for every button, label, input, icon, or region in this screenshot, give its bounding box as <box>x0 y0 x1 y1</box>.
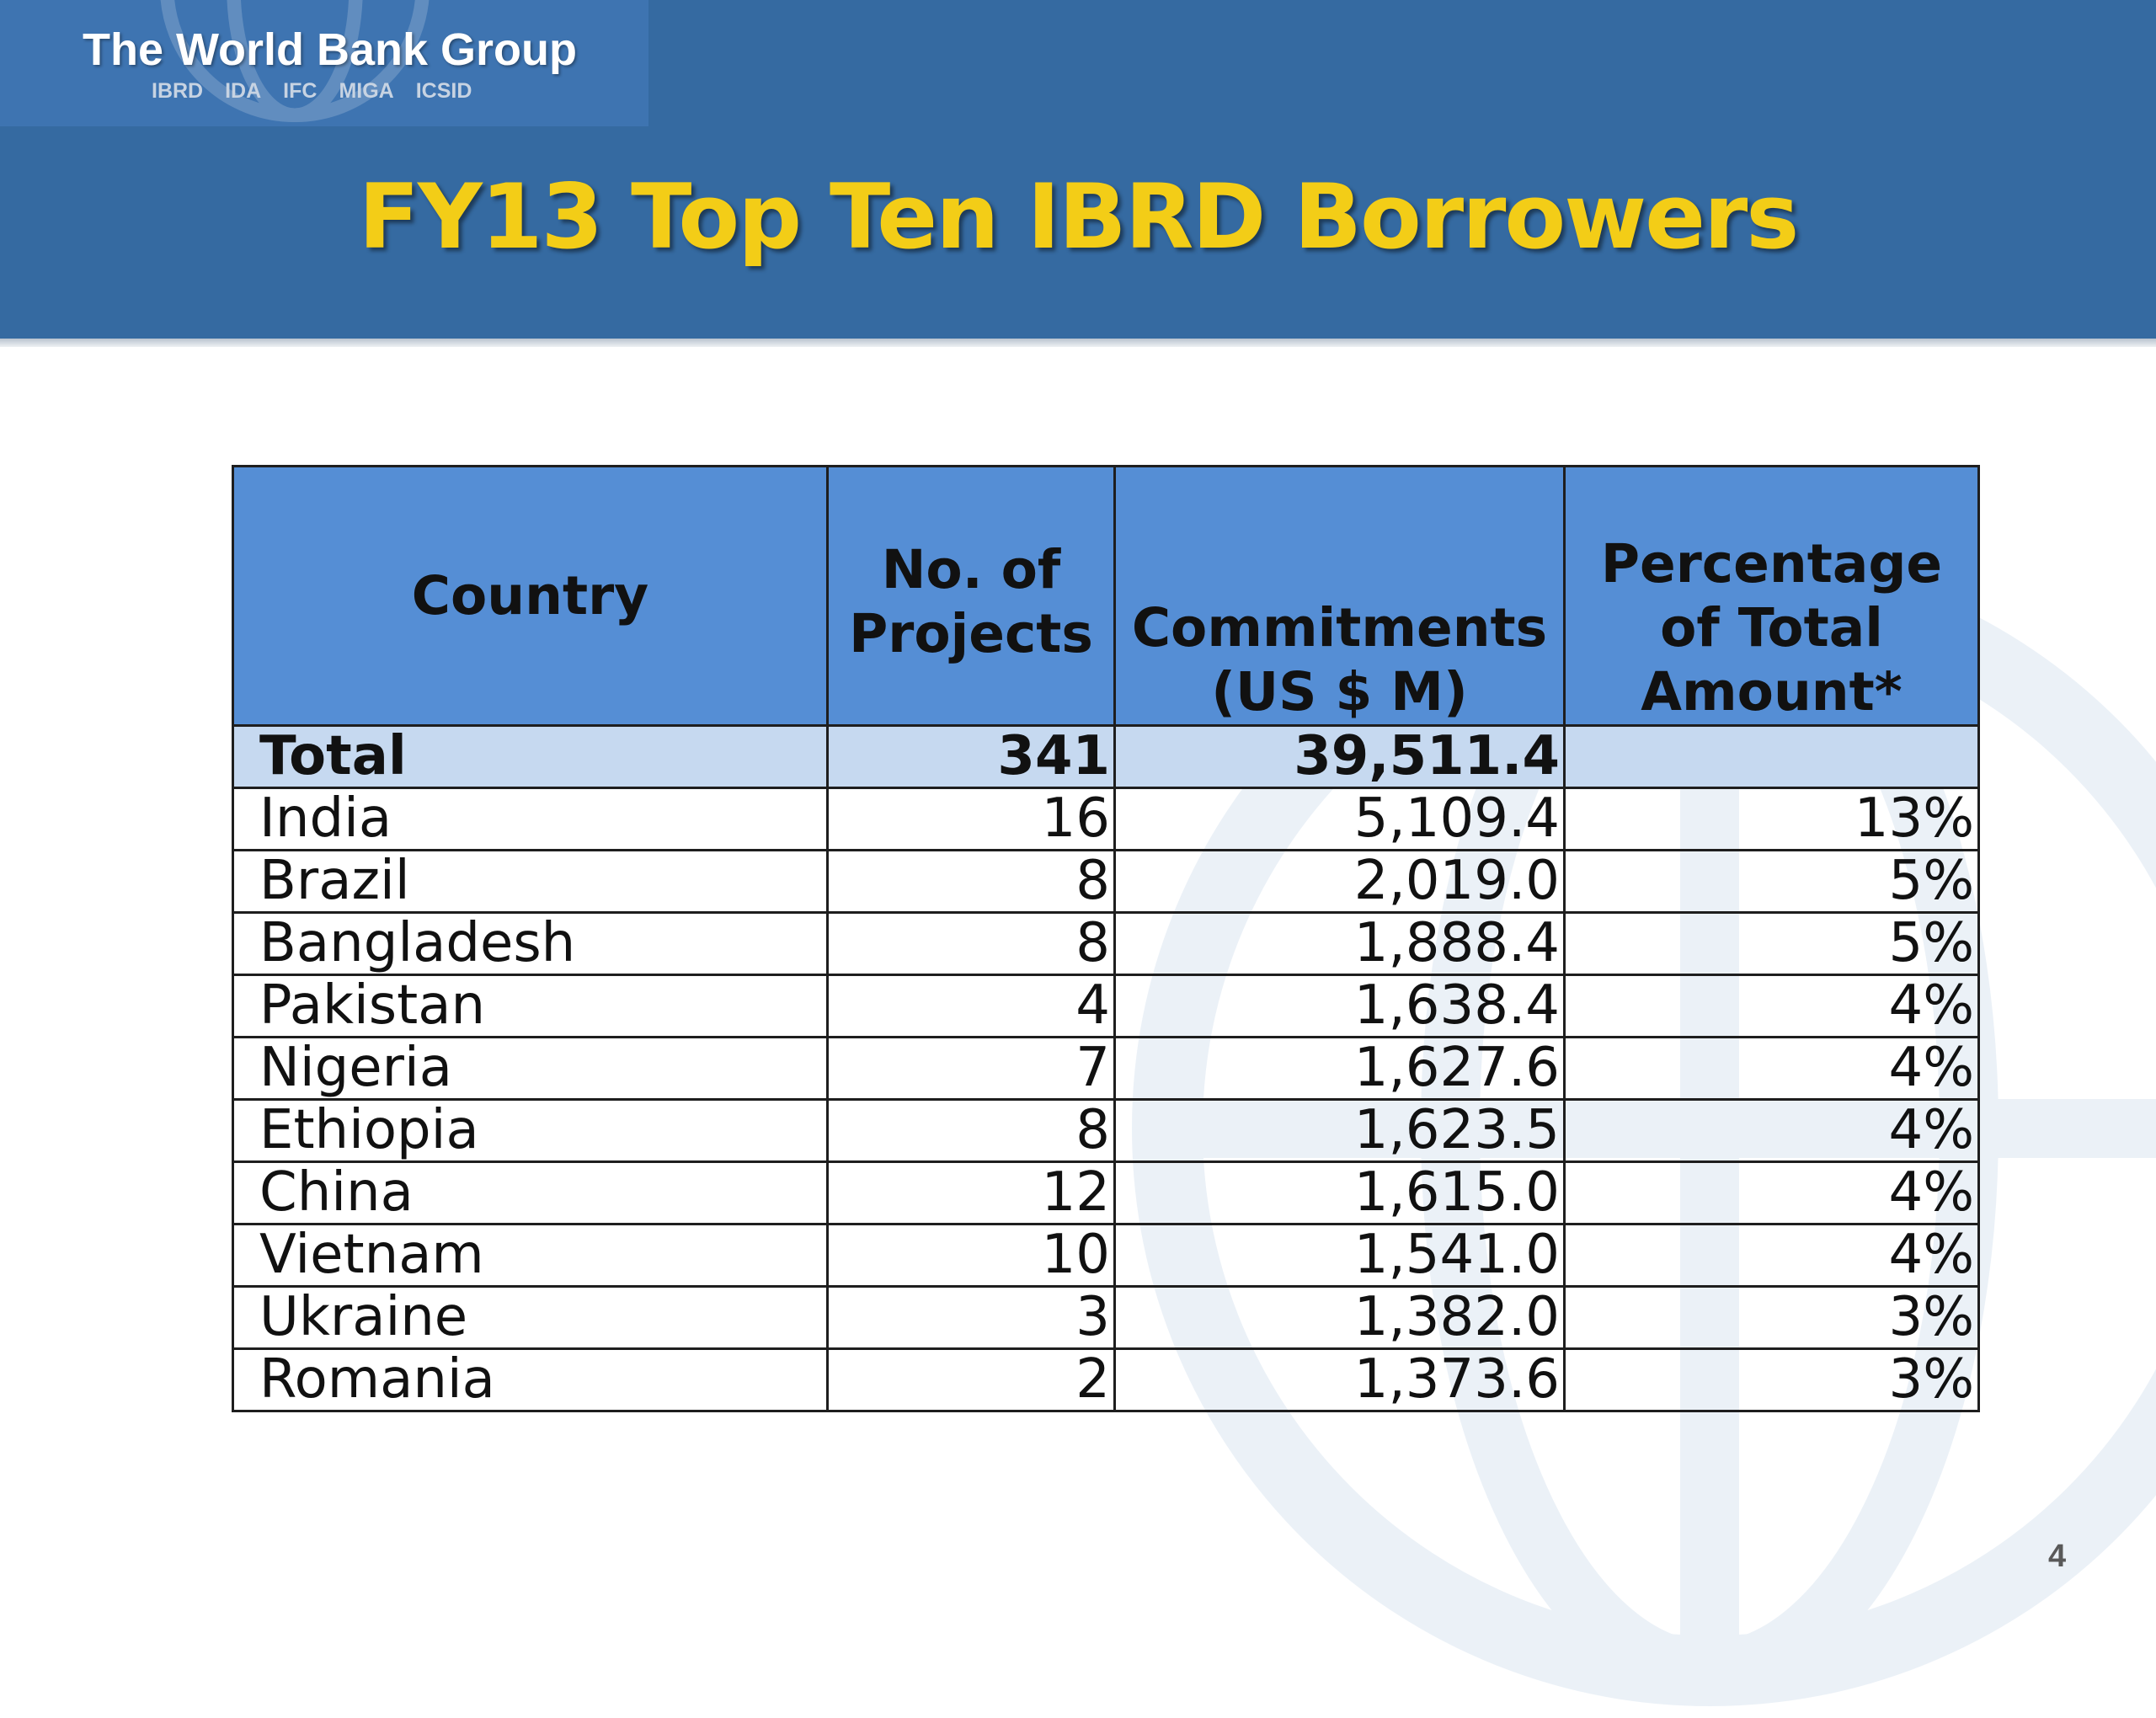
table-row: Romania 2 1,373.6 3% <box>232 1347 1980 1412</box>
world-bank-logo: The World Bank Group IBRD IDA IFC MIGA I… <box>0 0 648 126</box>
table-cell-commitments: 2,019.0 <box>1113 849 1566 914</box>
table-row: Vietnam 10 1,541.0 4% <box>232 1223 1980 1288</box>
table-cell-country: Pakistan <box>232 974 829 1038</box>
table-cell-commitments: 1,615.0 <box>1113 1160 1566 1225</box>
table-row: Bangladesh 8 1,888.4 5% <box>232 911 1980 976</box>
column-header-projects: No. of Projects <box>826 465 1116 727</box>
table-cell-projects: 8 <box>826 849 1116 914</box>
column-header-commitments: Commitments (US $ M) <box>1113 465 1566 727</box>
column-header-label: Country <box>411 564 649 627</box>
table-cell-country: Total <box>232 724 829 789</box>
column-header-label: of Total <box>1660 597 1883 659</box>
table-cell-percentage: 4% <box>1563 974 1980 1038</box>
table-cell-commitments: 1,373.6 <box>1113 1347 1566 1412</box>
logo-subsidiary: IBRD <box>152 79 204 103</box>
table-cell-country: Brazil <box>232 849 829 914</box>
column-header-label: Projects <box>849 602 1093 664</box>
column-header-label: Commitments <box>1131 597 1548 659</box>
column-header-country: Country <box>232 465 829 727</box>
table-cell-commitments: 1,888.4 <box>1113 911 1566 976</box>
column-header-label: No. of <box>881 538 1061 600</box>
table-cell-projects: 2 <box>826 1347 1116 1412</box>
table-row: Ethiopia 8 1,623.5 4% <box>232 1098 1980 1163</box>
column-header-label: (US $ M) <box>1211 661 1468 723</box>
borrowers-table: Country No. of Projects Commitments (US … <box>232 465 1980 1412</box>
slide-title: FY13 Top Ten IBRD Borrowers <box>358 165 1800 269</box>
table-cell-commitments: 1,638.4 <box>1113 974 1566 1038</box>
logo-subsidiary: MIGA <box>339 79 394 103</box>
table-cell-commitments: 1,623.5 <box>1113 1098 1566 1163</box>
logo-subsidiary: IFC <box>283 79 318 103</box>
table-cell-country: China <box>232 1160 829 1225</box>
table-row: Brazil 8 2,019.0 5% <box>232 849 1980 914</box>
table-cell-country: Vietnam <box>232 1223 829 1288</box>
table-row-total: Total 341 39,511.4 <box>232 724 1980 789</box>
column-header-label: Percentage <box>1600 533 1943 595</box>
table-cell-percentage: 3% <box>1563 1285 1980 1350</box>
table-cell-projects: 8 <box>826 911 1116 976</box>
table-cell-projects: 341 <box>826 724 1116 789</box>
table-cell-percentage <box>1563 724 1980 789</box>
logo-subsidiary: ICSID <box>415 79 472 103</box>
table-cell-percentage: 4% <box>1563 1223 1980 1288</box>
globe-icon <box>160 0 430 123</box>
table-cell-country: Ukraine <box>232 1285 829 1350</box>
table-cell-percentage: 4% <box>1563 1160 1980 1225</box>
logo-subsidiaries: IBRD IDA IFC MIGA ICSID <box>152 79 472 104</box>
table-cell-percentage: 13% <box>1563 787 1980 851</box>
page-number: 4 <box>2048 1539 2067 1574</box>
table-cell-projects: 16 <box>826 787 1116 851</box>
table-row: China 12 1,615.0 4% <box>232 1160 1980 1225</box>
logo-title: The World Bank Group <box>83 24 578 75</box>
table-row: Ukraine 3 1,382.0 3% <box>232 1285 1980 1350</box>
table-cell-projects: 10 <box>826 1223 1116 1288</box>
table-cell-country: Ethiopia <box>232 1098 829 1163</box>
header-divider <box>0 339 2156 347</box>
table-cell-country: India <box>232 787 829 851</box>
table-cell-commitments: 5,109.4 <box>1113 787 1566 851</box>
slide-header-band: The World Bank Group IBRD IDA IFC MIGA I… <box>0 0 2156 339</box>
table-row: Nigeria 7 1,627.6 4% <box>232 1036 1980 1101</box>
borrowers-table-container: Country No. of Projects Commitments (US … <box>232 465 1980 1412</box>
table-header-row: Country No. of Projects Commitments (US … <box>232 465 1980 727</box>
column-header-percentage: Percentage of Total Amount* <box>1563 465 1980 727</box>
table-cell-percentage: 5% <box>1563 911 1980 976</box>
table-row: India 16 5,109.4 13% <box>232 787 1980 851</box>
table-cell-projects: 4 <box>826 974 1116 1038</box>
table-cell-percentage: 5% <box>1563 849 1980 914</box>
table-cell-country: Nigeria <box>232 1036 829 1101</box>
table-cell-commitments: 1,382.0 <box>1113 1285 1566 1350</box>
table-cell-commitments: 39,511.4 <box>1113 724 1566 789</box>
table-cell-percentage: 3% <box>1563 1347 1980 1412</box>
table-cell-country: Bangladesh <box>232 911 829 976</box>
table-cell-commitments: 1,627.6 <box>1113 1036 1566 1101</box>
table-cell-commitments: 1,541.0 <box>1113 1223 1566 1288</box>
table-cell-projects: 8 <box>826 1098 1116 1163</box>
column-header-label: Amount* <box>1641 661 1903 723</box>
table-cell-projects: 7 <box>826 1036 1116 1101</box>
table-cell-projects: 3 <box>826 1285 1116 1350</box>
logo-subsidiary: IDA <box>225 79 262 103</box>
table-cell-percentage: 4% <box>1563 1098 1980 1163</box>
table-cell-percentage: 4% <box>1563 1036 1980 1101</box>
table-cell-country: Romania <box>232 1347 829 1412</box>
table-row: Pakistan 4 1,638.4 4% <box>232 974 1980 1038</box>
table-cell-projects: 12 <box>826 1160 1116 1225</box>
